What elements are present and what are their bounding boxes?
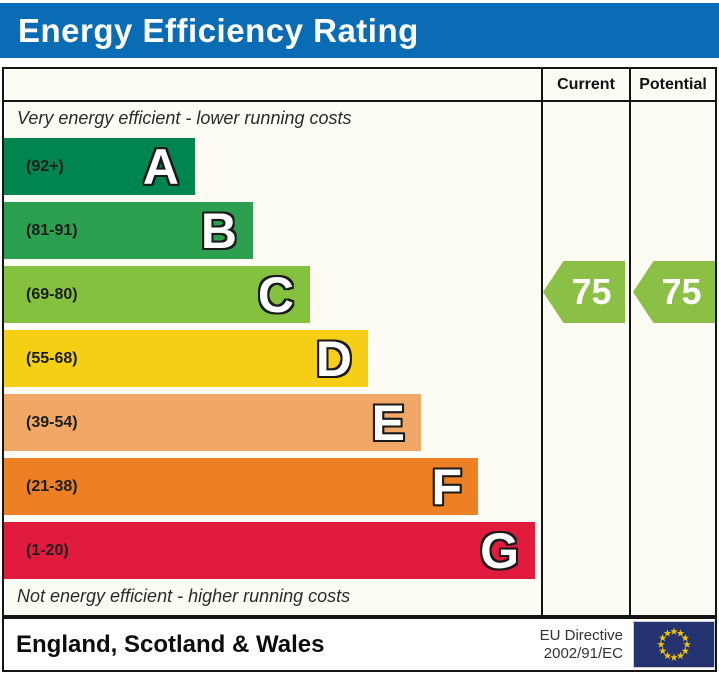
eu-directive-label: EU Directive 2002/91/EC — [540, 627, 623, 663]
current-column-header: Current — [557, 75, 615, 93]
header-row-divider — [4, 100, 715, 102]
band-d-range: (55-68) — [26, 349, 78, 367]
potential-column-header: Potential — [639, 75, 707, 93]
band-f-range: (21-38) — [26, 477, 78, 495]
eu-directive-line2: 2002/91/EC — [543, 644, 623, 662]
region-label: England, Scotland & Wales — [16, 630, 325, 658]
band-e-letter: E — [371, 394, 405, 451]
band-b-range: (81-91) — [26, 221, 78, 239]
footer-bar: England, Scotland & Wales EU Directive 2… — [2, 617, 717, 672]
band-g: (1-20) G — [4, 522, 535, 579]
band-a: (92+) A — [4, 138, 195, 195]
band-a-letter: A — [142, 138, 179, 195]
band-d: (55-68) D — [4, 330, 368, 387]
current-rating-value: 75 — [571, 271, 612, 312]
eu-directive-line1: EU Directive — [539, 626, 623, 644]
potential-column-divider — [629, 69, 631, 615]
title-bar: Energy Efficiency Rating — [0, 3, 719, 58]
rating-table: Current Potential Very energy efficient … — [2, 67, 717, 617]
band-g-range: (1-20) — [26, 541, 69, 559]
current-rating-arrow: 75 — [543, 261, 625, 323]
band-c-range: (69-80) — [26, 285, 78, 303]
band-b: (81-91) B — [4, 202, 253, 259]
current-column-divider — [541, 69, 543, 615]
band-g-letter: G — [480, 522, 519, 579]
band-d-letter: D — [315, 330, 352, 387]
band-c: (69-80) C — [4, 266, 310, 323]
band-e: (39-54) E — [4, 394, 421, 451]
band-f-letter: F — [431, 458, 462, 515]
top-note: Very energy efficient - lower running co… — [17, 108, 352, 128]
band-f: (21-38) F — [4, 458, 478, 515]
eu-flag-icon — [633, 621, 715, 668]
band-e-range: (39-54) — [26, 413, 78, 431]
bottom-note: Not energy efficient - higher running co… — [17, 586, 351, 606]
page-title: Energy Efficiency Rating — [18, 11, 419, 49]
band-b-letter: B — [200, 202, 237, 259]
band-a-range: (92+) — [26, 157, 64, 175]
band-c-letter: C — [257, 266, 294, 323]
potential-rating-value: 75 — [661, 271, 702, 312]
potential-rating-arrow: 75 — [633, 261, 715, 323]
